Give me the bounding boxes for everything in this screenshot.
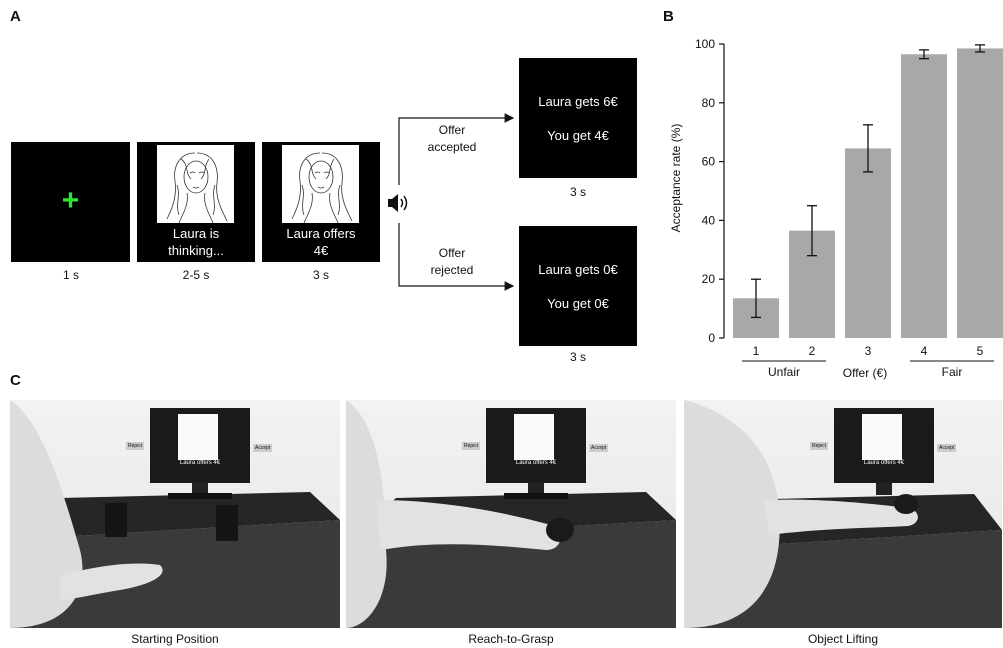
group-label: Unfair (768, 365, 800, 379)
accepted-label-line2: accepted (427, 140, 477, 154)
monitor-text: Laura offers 4€ (863, 460, 905, 466)
portrait-sketch (282, 145, 359, 223)
speaker-icon (386, 192, 412, 214)
caption-reach-to-grasp: Reach-to-Grasp (468, 632, 554, 646)
thinking-screen: Laura is thinking... (137, 142, 255, 262)
offer-line1: Laura offers (286, 226, 356, 241)
y-tick-label: 60 (702, 155, 716, 169)
sign-reject: Reject (126, 442, 145, 450)
caption-object-lifting: Object Lifting (807, 632, 879, 646)
offer-line2: 4€ (313, 243, 329, 258)
scene-reach-to-grasp: Laura offers 4€ Reject Accept (346, 400, 676, 628)
branch-arrows (398, 113, 515, 291)
accepted-line1: Laura gets 6€ (538, 94, 618, 109)
y-tick-label: 100 (695, 37, 715, 51)
bar (901, 54, 947, 338)
accepted-label: Offer accepted (407, 122, 497, 156)
bars (733, 44, 1003, 338)
y-axis-label: Acceptance rate (%) (669, 124, 683, 233)
accepted-duration: 3 s (569, 185, 586, 199)
sign-accept: Accept (253, 444, 273, 452)
fixation-cross: + (61, 184, 80, 217)
scene-starting-position: Laura offers 4€ Reject Accept (10, 400, 340, 628)
sign-accept: Accept (589, 444, 609, 452)
thinking-duration: 2-5 s (182, 268, 210, 282)
accepted-line2: You get 4€ (547, 128, 609, 143)
panel-a-letter: A (10, 8, 21, 25)
fixation-duration: 1 s (62, 268, 79, 282)
y-tick-label: 20 (702, 272, 716, 286)
rejected-label-line1: Offer (438, 246, 466, 260)
thinking-line2: thinking... (168, 243, 224, 258)
y-tick-label: 80 (702, 96, 716, 110)
monitor-text: Laura offers 4€ (179, 460, 221, 466)
group-label: Fair (942, 365, 963, 379)
thinking-line1: Laura is (172, 226, 220, 241)
rejected-line2: You get 0€ (547, 296, 609, 311)
x-axis-label: Offer (€) (843, 366, 887, 380)
rejected-label: Offer rejected (407, 245, 497, 279)
scene-object-lifting: Laura offers 4€ Reject Accept (684, 400, 1002, 628)
panel-c-letter: C (10, 372, 21, 389)
acceptance-chart: 0 20 40 60 80 100 1 2 3 4 5 Unfair Fair Acceptance … (669, 37, 1003, 380)
fixation-screen: + (11, 142, 130, 262)
x-axis: 1 2 3 4 5 Unfair Fair (742, 344, 994, 379)
rejected-duration: 3 s (569, 350, 586, 364)
sign-reject: Reject (462, 442, 481, 450)
accepted-outcome-screen: Laura gets 6€ You get 4€ (519, 58, 637, 178)
monitor-text: Laura offers 4€ (515, 460, 557, 466)
rejected-label-line2: rejected (430, 263, 474, 277)
panel-b-letter: B (663, 8, 674, 25)
rejected-line1: Laura gets 0€ (538, 262, 618, 277)
y-tick-label: 0 (708, 331, 715, 345)
portrait-sketch (157, 145, 234, 223)
y-tick-label: 40 (702, 213, 716, 227)
bar (845, 148, 891, 338)
offer-screen: Laura offers 4€ (262, 142, 380, 262)
caption-starting-position: Starting Position (131, 632, 219, 646)
y-axis: 0 20 40 60 80 100 (695, 37, 725, 345)
bar (957, 48, 1003, 338)
sign-reject: Reject (810, 442, 829, 450)
x-tick-label: 4 (921, 344, 928, 358)
x-tick-label: 3 (865, 344, 872, 358)
accepted-label-line1: Offer (438, 123, 466, 137)
offer-duration: 3 s (312, 268, 329, 282)
rejected-outcome-screen: Laura gets 0€ You get 0€ (519, 226, 637, 346)
x-tick-label: 2 (809, 344, 816, 358)
x-tick-label: 5 (977, 344, 984, 358)
sign-accept: Accept (937, 444, 957, 452)
x-tick-label: 1 (753, 344, 760, 358)
